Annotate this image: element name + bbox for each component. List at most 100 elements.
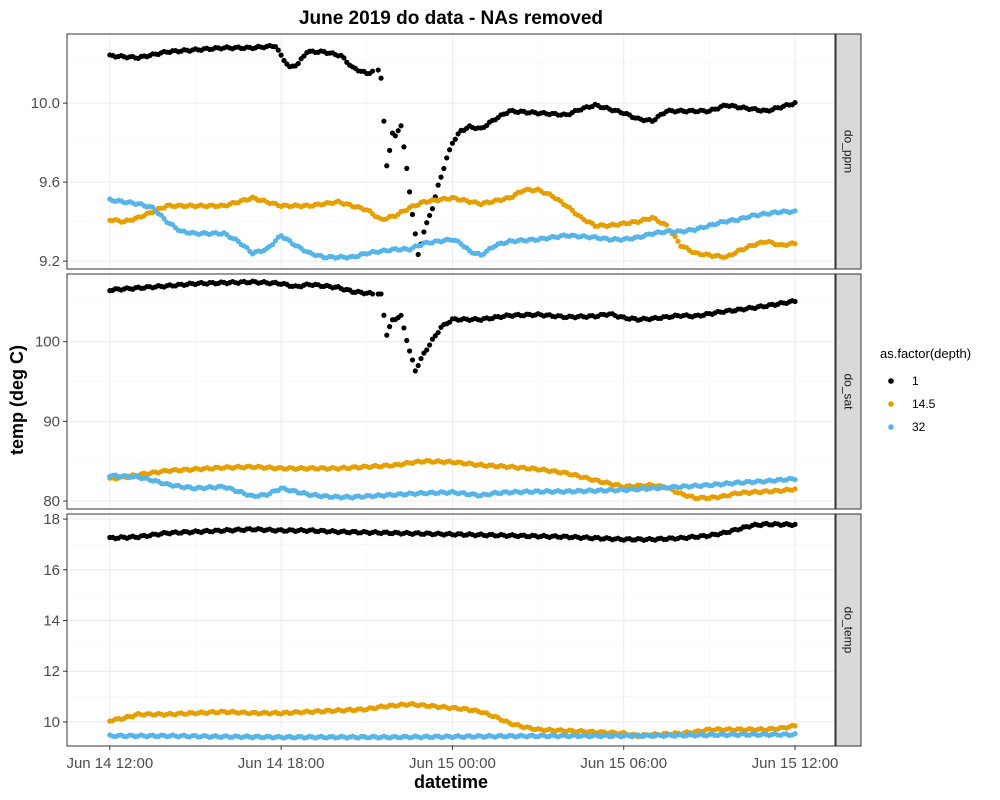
y-tick-label: 12 [43, 663, 60, 680]
y-tick-label: 10.0 [31, 95, 60, 112]
data-point [792, 723, 798, 729]
legend-entry-1: 1 [888, 374, 919, 388]
data-point [792, 731, 798, 737]
facet-strip [835, 513, 862, 747]
y-tick-label: 16 [43, 562, 60, 579]
data-point [418, 355, 424, 362]
data-point [407, 189, 413, 195]
y-axis-title: temp (deg C) [7, 345, 27, 455]
x-axis: Jun 14 12:00 Jun 14 18:00 Jun 15 00:00 Jun … [66, 746, 838, 772]
data-point [381, 118, 387, 124]
y-tick-label: 14 [43, 612, 60, 629]
facet-strip [835, 273, 862, 510]
data-point [455, 131, 461, 137]
data-point [369, 68, 376, 74]
data-point [381, 312, 387, 318]
data-point [401, 144, 407, 150]
y-tick-label: 10 [43, 714, 60, 731]
x-tick-label: Jun 14 12:00 [66, 755, 153, 772]
data-point [412, 231, 418, 237]
facet-panel-do_temp: 10 12 14 16 18 do_temp [43, 511, 862, 747]
data-point [449, 140, 456, 146]
legend-entry-32: 32 [888, 420, 926, 434]
data-point [395, 128, 401, 134]
data-point [429, 206, 436, 212]
panel-border [66, 273, 836, 510]
data-point [269, 242, 276, 248]
data-point [435, 329, 441, 336]
data-point [378, 291, 384, 297]
legend-label: 1 [912, 374, 919, 388]
series-do_sat-depth-1 [107, 278, 798, 374]
y-tick-label: 100 [35, 334, 60, 351]
data-point [409, 211, 416, 218]
data-point [429, 336, 436, 342]
legend-key-dot [888, 378, 894, 384]
data-point [409, 357, 416, 363]
data-point [446, 147, 453, 153]
data-point [426, 212, 433, 219]
data-point [435, 182, 441, 188]
data-point [287, 238, 293, 244]
data-point [792, 477, 798, 483]
y-tick-label: 90 [43, 413, 60, 430]
data-point [424, 347, 430, 353]
x-axis-title: datetime [414, 772, 488, 792]
facet-strip-label: do_temp [842, 607, 856, 654]
data-point [150, 204, 156, 210]
x-tick-label: Jun 15 12:00 [752, 755, 839, 772]
data-point [792, 208, 798, 214]
series-do_temp-depth-14.5 [107, 700, 798, 740]
data-point [792, 99, 798, 106]
data-point [415, 251, 421, 258]
data-point [375, 67, 381, 73]
data-point [384, 163, 390, 169]
data-point [275, 47, 281, 53]
data-point [272, 238, 279, 244]
legend-label: 32 [912, 420, 926, 434]
data-point [341, 55, 347, 61]
x-tick-label: Jun 15 00:00 [409, 755, 496, 772]
facet-strip-label: do_ppm [842, 130, 856, 173]
y-tick-label: 18 [43, 511, 60, 528]
data-point [398, 123, 404, 129]
legend: as.factor(depth) 1 14.5 32 [880, 346, 971, 434]
y-tick-label: 9.2 [39, 253, 60, 270]
data-point [792, 486, 798, 492]
facet-panel-do_ppm: 9.2 9.6 10.0 do_ppm [31, 33, 862, 270]
data-point [378, 75, 384, 81]
data-point [569, 207, 575, 213]
data-point [398, 312, 404, 318]
data-point [663, 222, 670, 228]
series-do_ppm-depth-32 [107, 196, 798, 261]
data-point [792, 521, 798, 527]
data-point [384, 332, 390, 338]
data-point [404, 165, 410, 171]
data-point [792, 298, 798, 305]
data-point [387, 147, 393, 153]
series-do_temp-depth-1 [107, 520, 798, 543]
data-point [444, 155, 450, 161]
data-point [369, 291, 376, 297]
data-point [675, 238, 681, 244]
legend-entry-14.5: 14.5 [888, 397, 936, 411]
y-tick-label: 80 [43, 493, 60, 510]
legend-key-dot [888, 424, 894, 430]
series-do_temp-depth-32 [107, 731, 798, 741]
chart-title: June 2019 do data - NAs removed [299, 8, 603, 29]
data-point [415, 362, 421, 369]
data-point [672, 233, 678, 240]
legend-title: as.factor(depth) [880, 346, 971, 361]
data-point [401, 325, 407, 331]
data-point [438, 174, 444, 180]
x-tick-label: Jun 15 06:00 [580, 755, 667, 772]
data-point [301, 53, 307, 59]
legend-key-dot [888, 401, 894, 407]
data-point [387, 324, 393, 330]
facet-strip-label: do_sat [842, 373, 856, 410]
data-point [295, 60, 301, 67]
data-point [792, 241, 798, 247]
data-point [272, 44, 279, 50]
data-point [281, 57, 287, 64]
legend-label: 14.5 [912, 397, 936, 411]
